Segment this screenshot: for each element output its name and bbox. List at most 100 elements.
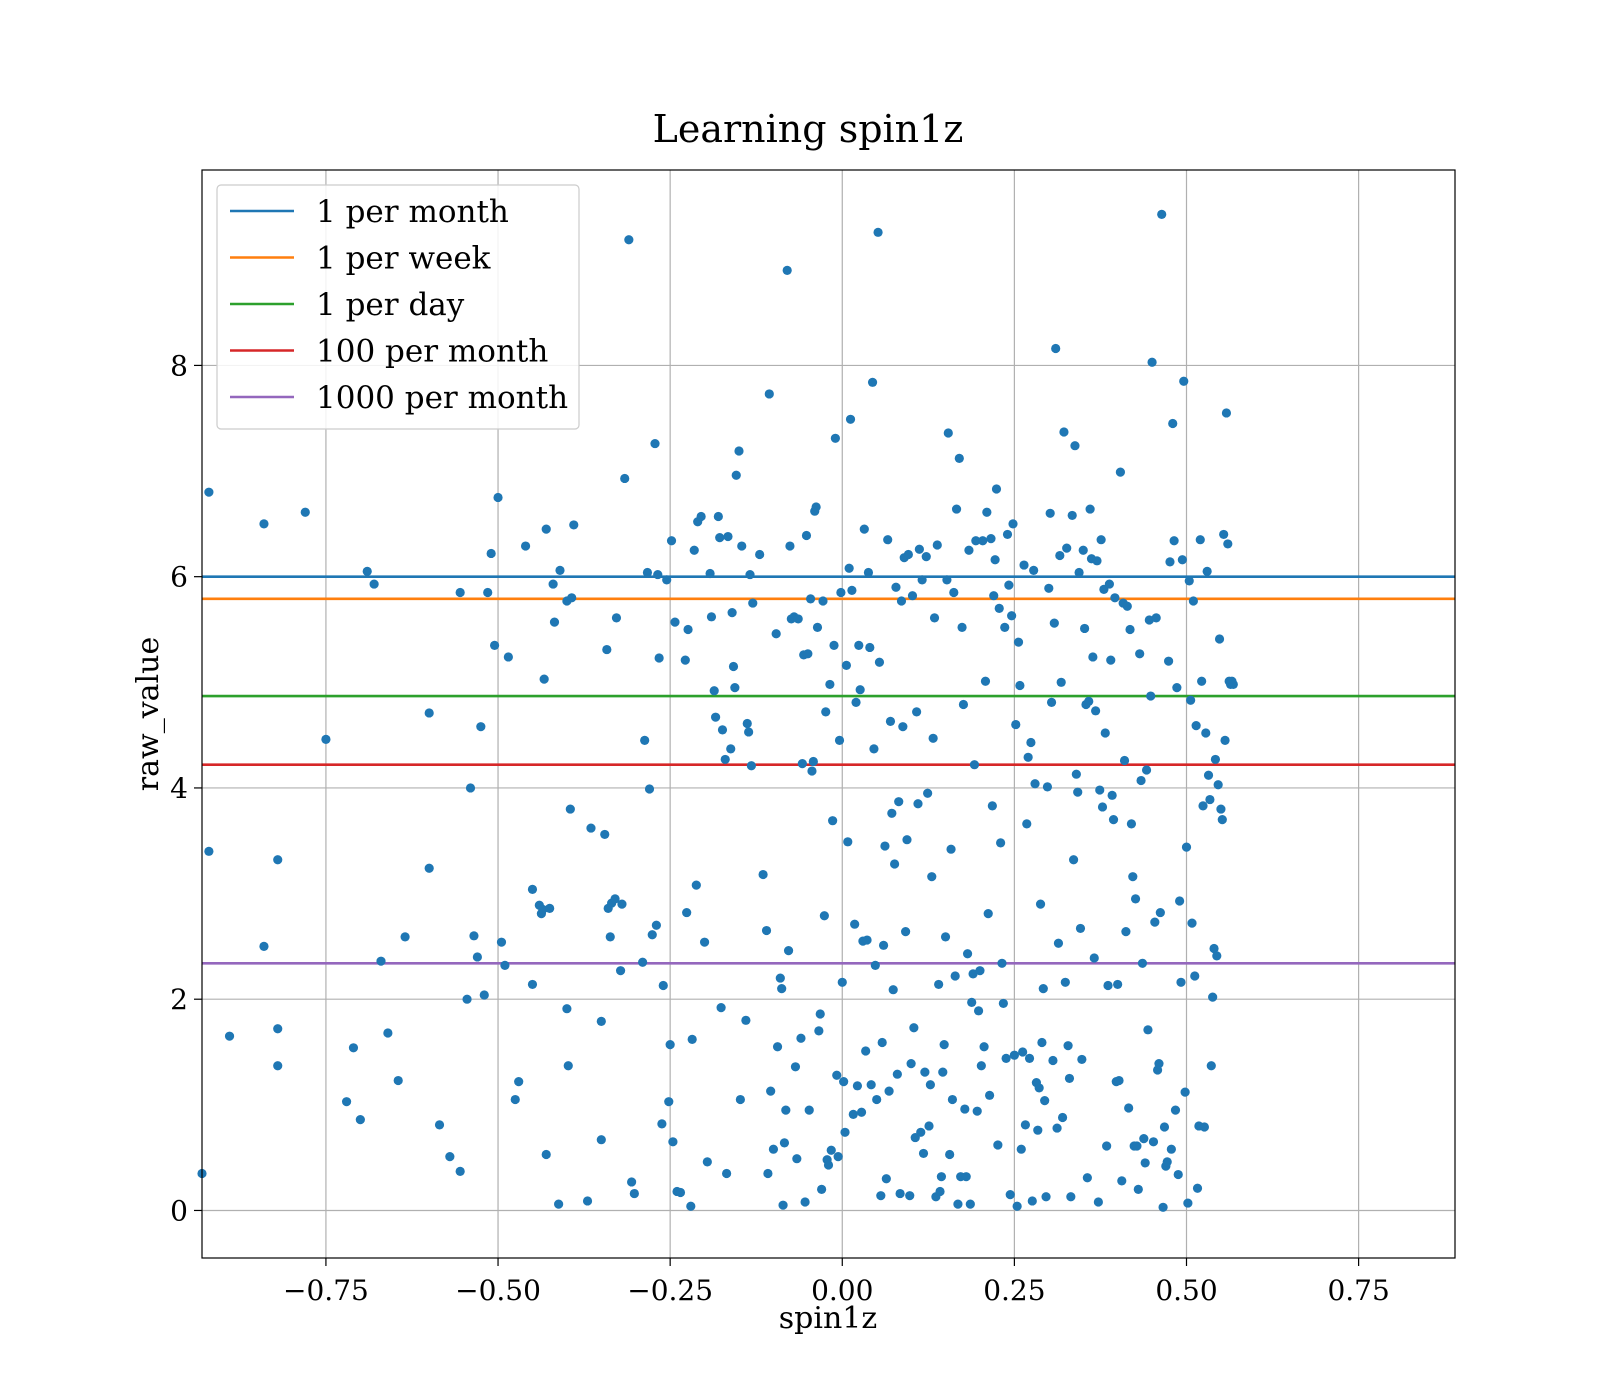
scatter-point: [710, 712, 721, 722]
scatter-point: [1018, 1047, 1028, 1057]
scatter-point: [785, 541, 795, 551]
scatter-point: [538, 904, 548, 915]
scatter-point: [803, 649, 813, 659]
scatter-point: [696, 511, 706, 522]
scatter-point: [921, 552, 931, 562]
scatter-point: [1029, 565, 1039, 575]
scatter-point: [1151, 613, 1161, 623]
scatter-point: [742, 718, 752, 729]
scatter-point: [806, 594, 816, 604]
scatter-point: [640, 735, 650, 746]
scatter-point: [713, 511, 723, 522]
scatter-point: [804, 1105, 814, 1115]
scatter-point: [1045, 508, 1055, 518]
scatter-point: [848, 1109, 858, 1119]
scatter-point: [880, 841, 890, 851]
scatter-point: [1139, 1134, 1149, 1144]
scatter-point: [949, 587, 959, 598]
scatter-point: [1024, 1053, 1035, 1063]
scatter-point: [1084, 696, 1094, 706]
scatter-point: [763, 1168, 773, 1179]
scatter-point: [766, 1086, 776, 1096]
scatter-point: [932, 540, 942, 550]
scatter-point: [224, 1031, 235, 1041]
scatter-point: [1016, 1144, 1026, 1154]
scatter-point: [393, 1075, 403, 1086]
scatter-point: [658, 980, 668, 991]
scatter-point: [778, 1200, 788, 1210]
scatter-point: [1100, 728, 1110, 738]
scatter-point: [1180, 1087, 1190, 1097]
scatter-point: [666, 536, 677, 546]
scatter-point: [841, 660, 852, 671]
scatter-point: [1030, 779, 1040, 789]
scatter-point: [1175, 896, 1185, 906]
scatter-point: [1040, 1096, 1050, 1106]
scatter-point: [775, 973, 785, 983]
scatter-point: [273, 855, 283, 865]
scatter-point: [675, 1187, 686, 1198]
scatter-point: [539, 674, 549, 684]
scatter-point: [1219, 529, 1229, 540]
scatter-point: [1015, 680, 1025, 691]
x-tick-label: 0.25: [983, 1274, 1045, 1307]
scatter-point: [1143, 1025, 1153, 1035]
scatter-point: [1033, 1125, 1043, 1135]
scatter-point: [476, 722, 486, 732]
scatter-point: [815, 1009, 825, 1019]
scatter-point: [1192, 1183, 1203, 1193]
scatter-point: [341, 1097, 352, 1107]
scatter-point: [873, 227, 883, 237]
scatter-point: [1114, 1075, 1124, 1086]
scatter-point: [615, 966, 626, 976]
scatter-point: [596, 1135, 606, 1145]
scatter-point: [651, 920, 661, 930]
scatter-point: [1073, 787, 1083, 797]
scatter-point: [735, 1094, 745, 1105]
legend-label: 100 per month: [316, 334, 548, 370]
scatter-point: [1177, 555, 1187, 565]
scatter-point: [1071, 769, 1081, 779]
scatter-point: [664, 1097, 674, 1107]
scatter-point: [983, 909, 993, 919]
x-tick-label: −0.25: [627, 1274, 713, 1307]
y-tick-label: 8: [170, 349, 188, 382]
y-axis-ticks: 0 2 4 6 8: [170, 349, 202, 1227]
scatter-point: [1228, 679, 1238, 690]
scatter-point: [1210, 754, 1221, 765]
scatter-point: [555, 565, 565, 575]
scatter-point: [665, 1040, 675, 1050]
scatter-point: [1103, 980, 1113, 991]
scatter-point: [300, 507, 310, 517]
scatter-point: [716, 1003, 726, 1013]
scatter-point: [541, 1149, 551, 1160]
scatter-point: [814, 1026, 824, 1036]
scatter-point: [945, 1149, 955, 1160]
scatter-point: [691, 880, 701, 890]
scatter-point: [503, 652, 513, 662]
scatter-point: [1091, 706, 1101, 716]
scatter-point: [960, 1104, 970, 1114]
legend-label: 1000 per month: [316, 380, 568, 416]
scatter-point: [855, 685, 865, 695]
scatter-point: [662, 575, 672, 585]
scatter-point: [624, 235, 634, 245]
scatter-point: [987, 801, 997, 811]
scatter-point: [1107, 790, 1117, 800]
scatter-point: [1176, 977, 1186, 987]
scatter-point: [610, 894, 620, 904]
scatter-point: [958, 699, 969, 710]
scatter-point: [369, 579, 379, 589]
scatter-point: [883, 535, 893, 545]
scatter-point: [699, 937, 710, 947]
scatter-point: [744, 727, 754, 737]
scatter-point: [918, 1148, 929, 1159]
scatter-point: [483, 587, 493, 598]
scatter-point: [1165, 557, 1175, 567]
scatter-point: [1012, 1201, 1022, 1211]
scatter-point: [1009, 1050, 1019, 1060]
scatter-point: [829, 640, 839, 650]
scatter-point: [1007, 611, 1017, 621]
scatter-point: [273, 1061, 283, 1071]
scatter-point: [801, 530, 812, 541]
